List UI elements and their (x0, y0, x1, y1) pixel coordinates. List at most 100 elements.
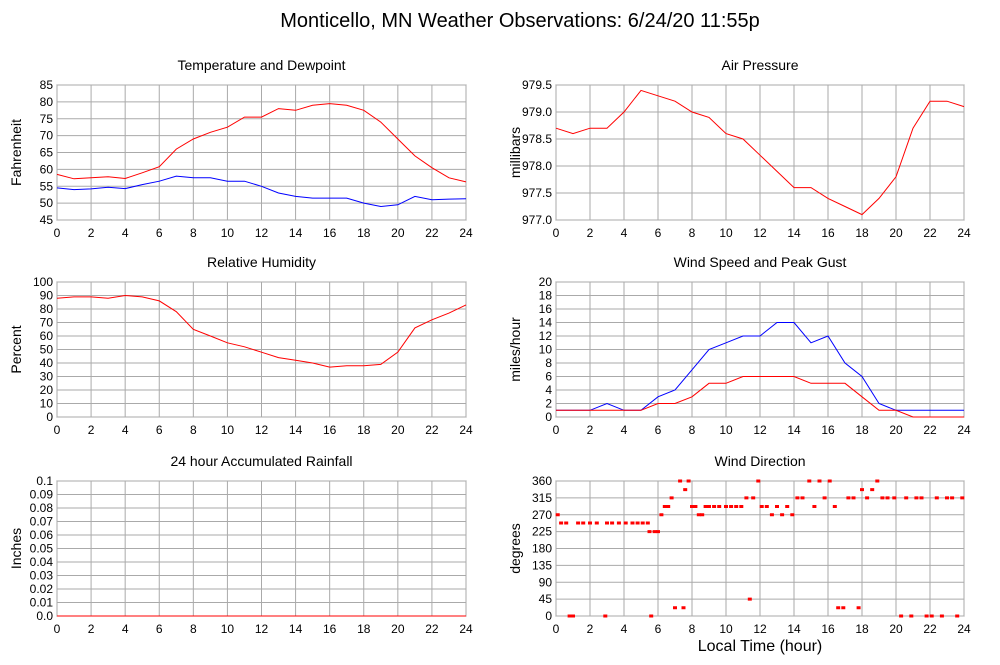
point-wind-direction (649, 614, 654, 618)
point-wind-direction (564, 521, 569, 525)
point-wind-direction (919, 496, 924, 500)
panel-rh: Relative Humidity01020304050607080901000… (8, 254, 473, 437)
panel-rain: 24 hour Accumulated Rainfall0.00.010.020… (8, 453, 473, 636)
x-tick-label: 14 (289, 226, 303, 240)
point-wind-direction (851, 496, 856, 500)
panel-title: Air Pressure (721, 57, 798, 73)
x-axis-label: Local Time (hour) (698, 638, 823, 655)
point-wind-direction (875, 479, 880, 483)
y-tick-label: 0.08 (30, 501, 54, 515)
point-wind-direction (880, 496, 885, 500)
point-wind-direction (652, 530, 657, 534)
point-wind-direction (640, 521, 645, 525)
line-pressure (555, 89, 965, 216)
y-tick-label: 0.03 (30, 569, 54, 583)
point-wind-direction (939, 614, 944, 618)
x-tick-label: 24 (459, 423, 473, 437)
point-wind-direction (696, 513, 701, 517)
y-axis-label: degrees (507, 523, 523, 574)
x-tick-label: 20 (391, 622, 405, 636)
x-tick-label: 0 (553, 622, 560, 636)
y-tick-label: 18 (539, 289, 553, 303)
point-wind-direction (605, 521, 609, 525)
y-tick-label: 80 (40, 95, 54, 109)
y-tick-label: 0 (545, 609, 552, 623)
y-tick-label: 20 (539, 275, 553, 289)
x-tick-label: 10 (719, 423, 733, 437)
point-wind-direction (827, 479, 832, 483)
x-tick-label: 16 (323, 423, 337, 437)
point-wind-direction (571, 614, 575, 618)
x-tick-label: 10 (719, 622, 733, 636)
y-tick-label: 979.5 (522, 78, 552, 92)
y-tick-label: 315 (532, 491, 552, 505)
point-wind-direction (645, 521, 650, 525)
x-tick-label: 12 (753, 226, 767, 240)
point-wind-direction (630, 521, 635, 525)
x-tick-label: 6 (156, 423, 163, 437)
x-tick-label: 24 (459, 622, 473, 636)
point-wind-direction (594, 521, 599, 525)
point-wind-direction (666, 505, 671, 508)
point-wind-direction (693, 505, 698, 508)
point-wind-direction (669, 496, 674, 500)
y-tick-label: 16 (539, 302, 553, 316)
x-tick-label: 24 (459, 226, 473, 240)
x-tick-label: 24 (957, 622, 971, 636)
y-tick-label: 6 (545, 370, 552, 384)
y-tick-label: 2 (545, 397, 552, 411)
x-tick-label: 8 (190, 226, 197, 240)
panel-temp: Temperature and Dewpoint4550556065707580… (8, 57, 473, 240)
y-tick-label: 50 (40, 343, 54, 357)
panel-title: 24 hour Accumulated Rainfall (170, 453, 352, 469)
y-tick-label: 0 (545, 410, 552, 424)
x-tick-label: 22 (923, 423, 937, 437)
y-tick-label: 0.01 (30, 596, 54, 610)
x-tick-label: 8 (689, 226, 696, 240)
point-wind-direction (683, 488, 688, 492)
y-tick-label: 0.05 (30, 542, 54, 556)
x-tick-label: 0 (54, 226, 61, 240)
y-tick-label: 70 (40, 129, 54, 143)
point-wind-direction (892, 496, 897, 500)
y-tick-label: 0.04 (30, 555, 54, 569)
point-wind-direction (807, 479, 812, 483)
x-tick-label: 0 (553, 226, 560, 240)
x-tick-label: 12 (753, 622, 767, 636)
point-wind-direction (588, 521, 592, 525)
point-wind-direction (914, 496, 919, 500)
x-tick-label: 4 (122, 226, 129, 240)
point-wind-direction (739, 505, 744, 508)
point-wind-direction (924, 614, 929, 618)
y-tick-label: 10 (40, 397, 54, 411)
y-tick-label: 978.5 (522, 132, 552, 146)
point-wind-direction (885, 496, 890, 500)
line-dewpoint (56, 175, 467, 208)
x-tick-label: 6 (655, 423, 662, 437)
x-tick-label: 2 (587, 622, 594, 636)
y-tick-label: 270 (532, 508, 552, 522)
point-wind-direction (870, 488, 875, 492)
panel-title: Temperature and Dewpoint (177, 57, 345, 73)
point-wind-direction (681, 606, 686, 610)
y-tick-label: 180 (532, 542, 552, 556)
point-wind-direction (576, 521, 581, 525)
y-tick-label: 8 (545, 356, 552, 370)
y-tick-label: 360 (532, 474, 552, 488)
point-wind-direction (780, 513, 785, 517)
panel-pressure: Air Pressure 977.0 977.5 978.0 978.5 979.0 979… (507, 57, 971, 240)
x-tick-label: 10 (221, 423, 235, 437)
x-tick-label: 6 (655, 226, 662, 240)
point-wind-direction (603, 614, 608, 618)
y-tick-label: 979.0 (522, 105, 552, 119)
point-wind-direction (673, 606, 677, 610)
y-tick-label: 60 (40, 162, 54, 176)
y-axis-label: Percent (8, 325, 24, 373)
x-tick-label: 10 (221, 226, 235, 240)
y-tick-label: 50 (40, 196, 54, 210)
y-tick-label: 0.09 (30, 488, 54, 502)
x-tick-label: 12 (255, 423, 269, 437)
y-tick-label: 45 (40, 213, 54, 227)
x-tick-label: 20 (889, 226, 903, 240)
point-wind-direction (559, 521, 564, 525)
